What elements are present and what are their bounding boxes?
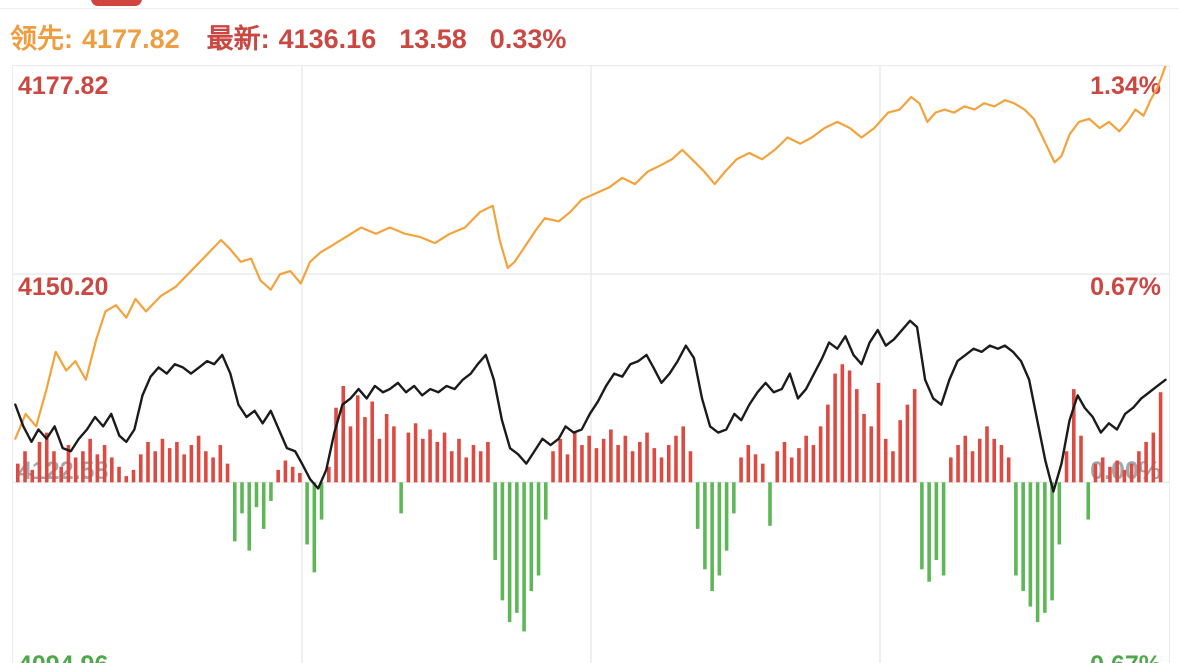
- y-axis-label-left-mid: 4150.20: [18, 273, 109, 301]
- y-axis-label-left-low: 4094.96: [18, 651, 108, 663]
- y-axis-label-left-high: 4177.82: [18, 72, 109, 100]
- latest-value: 4136.16: [278, 24, 377, 54]
- y-axis-label-right-low: -0.67%: [1082, 651, 1161, 663]
- intraday-chart-svg: [13, 66, 1169, 663]
- leading-value: 4177.82: [82, 24, 180, 54]
- change-percent: 0.33%: [489, 24, 567, 54]
- change-value: 13.58: [399, 24, 467, 54]
- chart-area[interactable]: 4177.82 4150.20 4122.58 4094.96 1.34% 0.…: [12, 65, 1170, 663]
- quote-header: 领先: 4177.82 最新: 4136.16 13.58 0.33%: [10, 17, 566, 56]
- latest-label: 最新:: [206, 24, 270, 54]
- y-axis-label-right-mid: 0.67%: [1090, 273, 1161, 301]
- y-axis-label-right-high: 1.34%: [1090, 72, 1161, 100]
- top-divider: [0, 8, 1179, 9]
- leading-label: 领先:: [10, 24, 73, 54]
- tab-indicator-badge[interactable]: [91, 0, 142, 6]
